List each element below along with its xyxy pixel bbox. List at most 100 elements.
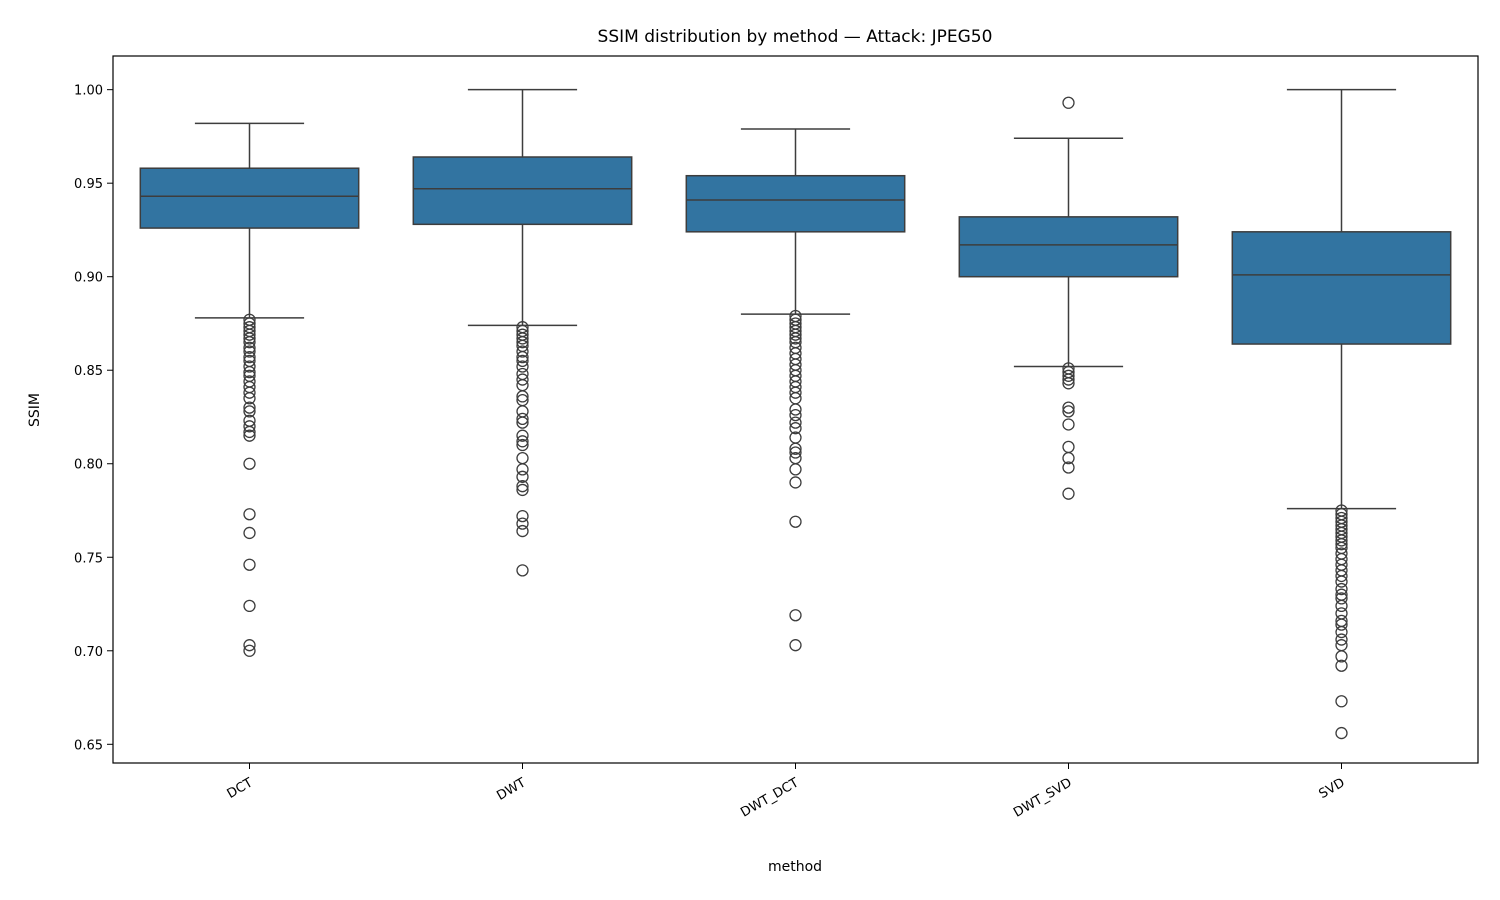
outlier-point xyxy=(1062,418,1075,431)
outlier-point xyxy=(516,438,529,452)
outlier-point xyxy=(789,386,802,399)
iqr-box xyxy=(685,174,906,233)
outlier-point xyxy=(1335,726,1348,740)
outlier-point xyxy=(516,429,529,442)
outlier-point xyxy=(243,644,256,657)
outlier-point xyxy=(1062,440,1075,454)
outlier-point xyxy=(1335,695,1348,708)
box-group-dwt-dct xyxy=(685,128,906,652)
y-tick-label: 0.75 xyxy=(74,551,103,566)
outlier-point xyxy=(243,457,256,470)
x-axis-label: method xyxy=(768,859,822,875)
outlier-point xyxy=(243,405,256,418)
outlier-point xyxy=(1062,369,1075,382)
outlier-point xyxy=(1335,659,1348,672)
y-tick-label: 0.80 xyxy=(74,458,103,473)
outlier-point xyxy=(1062,405,1075,418)
outlier-point xyxy=(516,354,529,368)
outlier-point xyxy=(789,328,802,341)
outlier-point xyxy=(243,599,256,613)
iqr-box xyxy=(412,156,633,226)
x-tick-label: DWT_DCT xyxy=(738,775,801,820)
outlier-point xyxy=(516,463,529,476)
outlier-point xyxy=(1335,569,1348,583)
outlier-point xyxy=(516,435,529,448)
outlier-point xyxy=(516,509,529,523)
outlier-point xyxy=(516,480,529,493)
y-tick-label: 0.65 xyxy=(74,738,103,753)
outlier-point xyxy=(789,463,802,476)
outlier-point xyxy=(243,526,256,540)
outlier-point xyxy=(243,420,256,433)
outlier-point xyxy=(243,392,256,405)
outlier-point xyxy=(516,373,529,386)
iqr-box xyxy=(139,167,360,229)
outlier-point xyxy=(1335,592,1348,605)
outlier-point xyxy=(1062,96,1075,109)
outlier-point xyxy=(243,341,256,354)
outlier-point xyxy=(1335,582,1348,596)
outlier-point xyxy=(243,350,256,364)
box-group-svd xyxy=(1231,88,1452,740)
outlier-point xyxy=(789,639,802,652)
outlier-point xyxy=(516,517,529,530)
outlier-point xyxy=(1335,534,1348,547)
outlier-point xyxy=(516,336,529,349)
outlier-point xyxy=(1335,625,1348,639)
y-axis: 0.65 0.70 0.75 0.80 0.85 0.90 0.95 1.00 xyxy=(74,84,113,753)
outlier-point xyxy=(789,408,802,422)
outlier-point xyxy=(243,365,256,379)
outlier-point xyxy=(1335,575,1348,588)
outlier-point xyxy=(243,508,256,521)
x-tick-label: DWT xyxy=(494,775,528,803)
outlier-point xyxy=(789,403,802,416)
y-axis-label: SSIM xyxy=(27,393,43,427)
outlier-point xyxy=(243,639,256,652)
outlier-point xyxy=(243,558,256,571)
outlier-point xyxy=(789,609,802,622)
outlier-point xyxy=(516,451,529,465)
y-tick-label: 0.90 xyxy=(74,271,103,286)
y-tick-label: 0.70 xyxy=(74,645,103,660)
iqr-box xyxy=(1231,231,1452,345)
outlier-point xyxy=(789,416,802,429)
x-tick-label: SVD xyxy=(1316,775,1347,802)
outlier-point xyxy=(516,412,529,426)
outlier-point xyxy=(243,401,256,414)
iqr-box xyxy=(958,216,1179,278)
outlier-point xyxy=(516,390,529,403)
outlier-point xyxy=(789,422,802,435)
outlier-point xyxy=(1335,538,1348,551)
outlier-point xyxy=(789,515,802,528)
box-group-dwt-svd xyxy=(958,96,1179,500)
outlier-point xyxy=(243,328,256,341)
y-tick-label: 0.85 xyxy=(74,364,103,379)
outlier-point xyxy=(516,564,529,577)
outlier-point xyxy=(243,332,256,345)
outlier-point xyxy=(516,360,529,373)
plot-area xyxy=(139,88,1452,740)
outlier-point xyxy=(243,425,256,439)
outlier-point xyxy=(1335,650,1348,663)
outlier-point xyxy=(1062,401,1075,414)
outlier-point xyxy=(516,470,529,483)
outlier-point xyxy=(789,476,802,489)
outlier-point xyxy=(516,332,529,345)
y-tick-label: 0.95 xyxy=(74,177,103,192)
outlier-point xyxy=(789,446,802,459)
y-tick-label: 1.00 xyxy=(74,84,103,99)
outlier-point xyxy=(516,345,529,358)
box-group-dwt xyxy=(412,88,633,577)
x-axis: DCT DWT DWT_DCT DWT_SVD SVD xyxy=(225,763,1348,821)
outlier-point xyxy=(789,332,802,345)
outlier-point xyxy=(1335,633,1348,646)
outlier-point xyxy=(243,345,256,358)
outlier-point xyxy=(1062,451,1075,465)
x-tick-label: DWT_SVD xyxy=(1011,775,1074,820)
outlier-point xyxy=(516,416,529,429)
outlier-point xyxy=(1062,377,1075,390)
outlier-point xyxy=(243,386,256,399)
box-group-dct xyxy=(139,122,360,657)
outlier-point xyxy=(1335,618,1348,631)
